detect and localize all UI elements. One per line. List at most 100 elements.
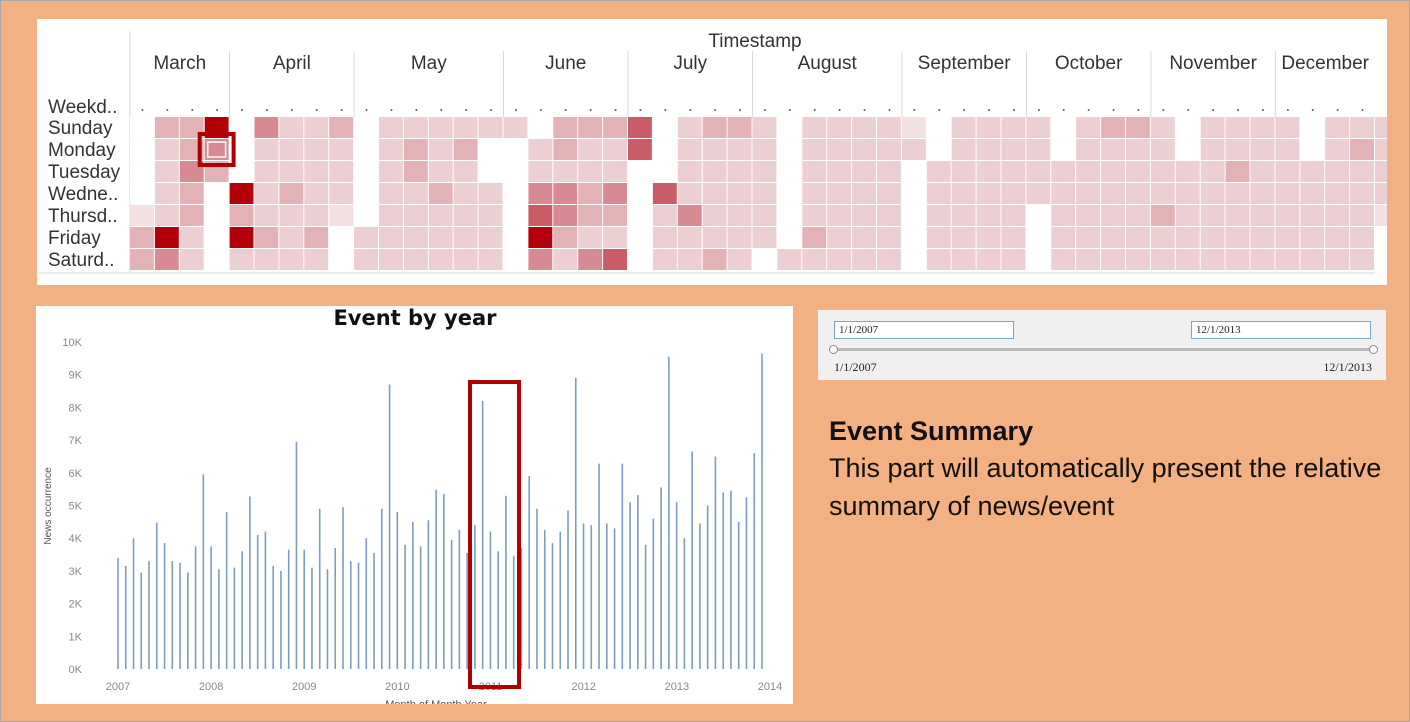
heatmap-cell[interactable]: [154, 183, 179, 204]
heatmap-cell[interactable]: [976, 139, 1001, 160]
heatmap-cell[interactable]: [877, 249, 901, 270]
heatmap-cell[interactable]: [976, 183, 1001, 204]
heatmap-cell[interactable]: [1325, 249, 1350, 270]
heatmap-cell[interactable]: [1200, 205, 1225, 226]
heatmap-cell[interactable]: [1350, 161, 1374, 182]
heatmap-cell[interactable]: [204, 139, 229, 160]
heatmap-cell[interactable]: [1250, 117, 1275, 138]
heatmap-cell[interactable]: [1001, 227, 1026, 248]
heatmap-cell[interactable]: [727, 183, 752, 204]
heatmap-cell[interactable]: [1150, 139, 1175, 160]
heatmap-cell[interactable]: [1325, 161, 1350, 182]
heatmap-cell[interactable]: [304, 183, 329, 204]
heatmap-cell[interactable]: [1175, 183, 1200, 204]
heatmap-cell[interactable]: [901, 183, 926, 204]
heatmap-cell[interactable]: [827, 161, 852, 182]
heatmap-cell[interactable]: [1126, 205, 1150, 226]
heatmap-cell[interactable]: [428, 227, 453, 248]
heatmap-cell[interactable]: [777, 249, 802, 270]
heatmap-cell[interactable]: [553, 161, 578, 182]
heatmap-cell[interactable]: [926, 249, 951, 270]
heatmap-cell[interactable]: [702, 249, 727, 270]
start-date-input[interactable]: [834, 321, 1014, 339]
heatmap-cell[interactable]: [1150, 205, 1175, 226]
heatmap-cell[interactable]: [1300, 117, 1325, 138]
heatmap-cell[interactable]: [877, 183, 901, 204]
heatmap-cell[interactable]: [553, 139, 578, 160]
heatmap-cell[interactable]: [702, 205, 727, 226]
heatmap-cell[interactable]: [951, 227, 976, 248]
heatmap-cell[interactable]: [179, 227, 204, 248]
heatmap-cell[interactable]: [1375, 205, 1387, 226]
heatmap-cell[interactable]: [478, 183, 503, 204]
heatmap-cell[interactable]: [1275, 227, 1300, 248]
heatmap-cell[interactable]: [1101, 183, 1125, 204]
heatmap-cell[interactable]: [428, 117, 453, 138]
heatmap-cell[interactable]: [827, 205, 852, 226]
heatmap-cell[interactable]: [603, 161, 627, 182]
heatmap-cell[interactable]: [1325, 205, 1350, 226]
heatmap-cell[interactable]: [154, 205, 179, 226]
heatmap-cell[interactable]: [1225, 205, 1250, 226]
heatmap-cell[interactable]: [379, 117, 403, 138]
heatmap-cell[interactable]: [428, 183, 453, 204]
heatmap-cell[interactable]: [1300, 249, 1325, 270]
heatmap-cell[interactable]: [901, 117, 926, 138]
heatmap-cell[interactable]: [1001, 117, 1026, 138]
heatmap-cell[interactable]: [503, 117, 528, 138]
heatmap-cell[interactable]: [877, 139, 901, 160]
heatmap-cell[interactable]: [503, 227, 528, 248]
heatmap-cell[interactable]: [1350, 205, 1374, 226]
heatmap-cell[interactable]: [453, 161, 478, 182]
heatmap-cell[interactable]: [229, 227, 254, 248]
heatmap-cell[interactable]: [279, 227, 304, 248]
heatmap-cell[interactable]: [1275, 249, 1300, 270]
heatmap-cell[interactable]: [652, 205, 677, 226]
heatmap-cell[interactable]: [727, 227, 752, 248]
heatmap-cell[interactable]: [403, 161, 428, 182]
heatmap-cell[interactable]: [827, 117, 852, 138]
heatmap-cell[interactable]: [254, 227, 279, 248]
heatmap-cell[interactable]: [130, 227, 154, 248]
heatmap-cell[interactable]: [677, 117, 702, 138]
heatmap-cell[interactable]: [329, 139, 354, 160]
heatmap-cell[interactable]: [976, 205, 1001, 226]
heatmap-cell[interactable]: [254, 183, 279, 204]
heatmap-cell[interactable]: [901, 205, 926, 226]
heatmap-cell[interactable]: [354, 117, 378, 138]
heatmap-cell[interactable]: [354, 249, 378, 270]
heatmap-cell[interactable]: [279, 139, 304, 160]
heatmap-cell[interactable]: [1375, 249, 1387, 270]
heatmap-cell[interactable]: [553, 183, 578, 204]
heatmap-cell[interactable]: [777, 227, 802, 248]
heatmap-cell[interactable]: [727, 205, 752, 226]
heatmap-cell[interactable]: [1126, 249, 1150, 270]
heatmap-cell[interactable]: [603, 249, 627, 270]
heatmap-cell[interactable]: [702, 183, 727, 204]
heatmap-cell[interactable]: [204, 205, 229, 226]
heatmap-cell[interactable]: [1051, 249, 1076, 270]
heatmap-cell[interactable]: [727, 139, 752, 160]
heatmap-cell[interactable]: [403, 227, 428, 248]
heatmap-cell[interactable]: [1350, 227, 1374, 248]
heatmap-cell[interactable]: [727, 249, 752, 270]
heatmap-cell[interactable]: [1026, 117, 1051, 138]
heatmap-cell[interactable]: [279, 205, 304, 226]
heatmap-cell[interactable]: [204, 227, 229, 248]
heatmap-cell[interactable]: [1126, 227, 1150, 248]
heatmap-cell[interactable]: [628, 205, 652, 226]
heatmap-cell[interactable]: [403, 249, 428, 270]
heatmap-cell[interactable]: [1375, 183, 1387, 204]
heatmap-cell[interactable]: [229, 249, 254, 270]
heatmap-cell[interactable]: [1101, 205, 1125, 226]
heatmap-cell[interactable]: [1300, 139, 1325, 160]
heatmap-cell[interactable]: [777, 183, 802, 204]
heatmap-cell[interactable]: [1225, 117, 1250, 138]
heatmap-cell[interactable]: [354, 161, 378, 182]
heatmap-cell[interactable]: [354, 183, 378, 204]
heatmap-cell[interactable]: [428, 161, 453, 182]
heatmap-cell[interactable]: [652, 183, 677, 204]
heatmap-cell[interactable]: [304, 139, 329, 160]
heatmap-cell[interactable]: [553, 205, 578, 226]
heatmap-cell[interactable]: [379, 139, 403, 160]
